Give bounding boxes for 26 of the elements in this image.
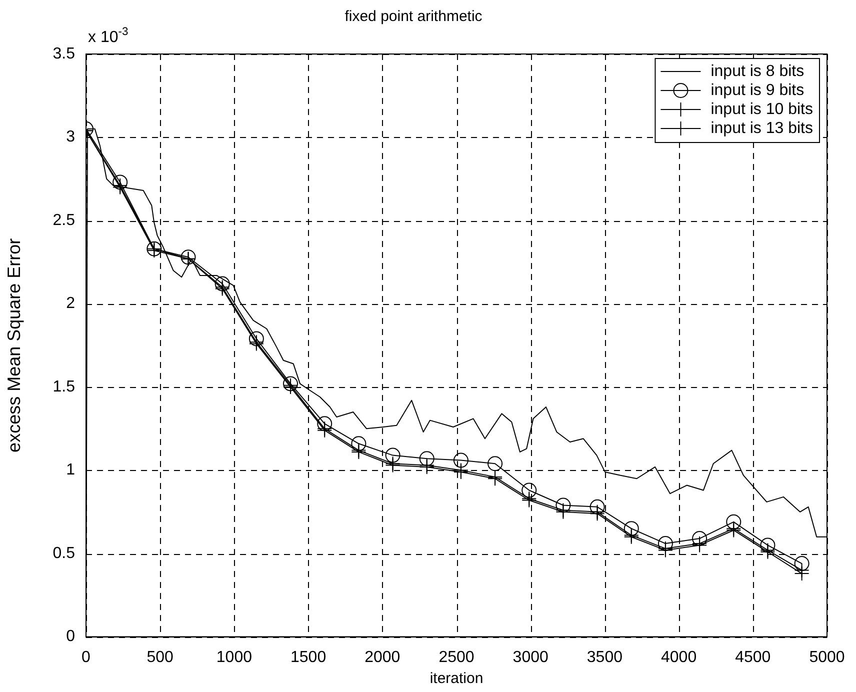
x-tick-label: 3500 [586,648,623,666]
legend-label: input is 13 bits [710,120,813,137]
x-tick-label: 1000 [216,648,252,666]
y-tick-label: 3 [66,128,76,146]
y-tick-label: 1 [66,462,76,479]
x-tick-label: 4500 [735,648,771,666]
y-tick-label: 3.5 [52,45,76,62]
x-axis-title: iteration [430,670,484,688]
y-tick-label: 2.5 [52,212,76,229]
chart-title: fixed point arithmetic [344,8,483,26]
x-tick-label: 500 [146,648,174,666]
x-tick-label: 2500 [438,648,474,666]
x-tick-label: 2000 [364,648,400,666]
legend-label: input is 8 bits [710,62,804,80]
x-tick-label: 5000 [809,648,845,666]
y-tick-label: 0.5 [52,544,76,562]
x-tick-label: 4000 [661,648,697,666]
y-axis-title: excess Mean Square Error [4,238,24,452]
y-tick-label: 2 [66,295,76,312]
x-tick-label: 1500 [290,648,326,666]
legend-label: input is 10 bits [710,100,813,118]
legend-label: input is 9 bits [710,82,804,99]
y-tick-label: 0 [66,628,76,646]
y-tick-label: 1.5 [52,378,76,396]
x-tick-label: 0 [82,648,91,666]
x-tick-label: 3000 [512,648,548,666]
